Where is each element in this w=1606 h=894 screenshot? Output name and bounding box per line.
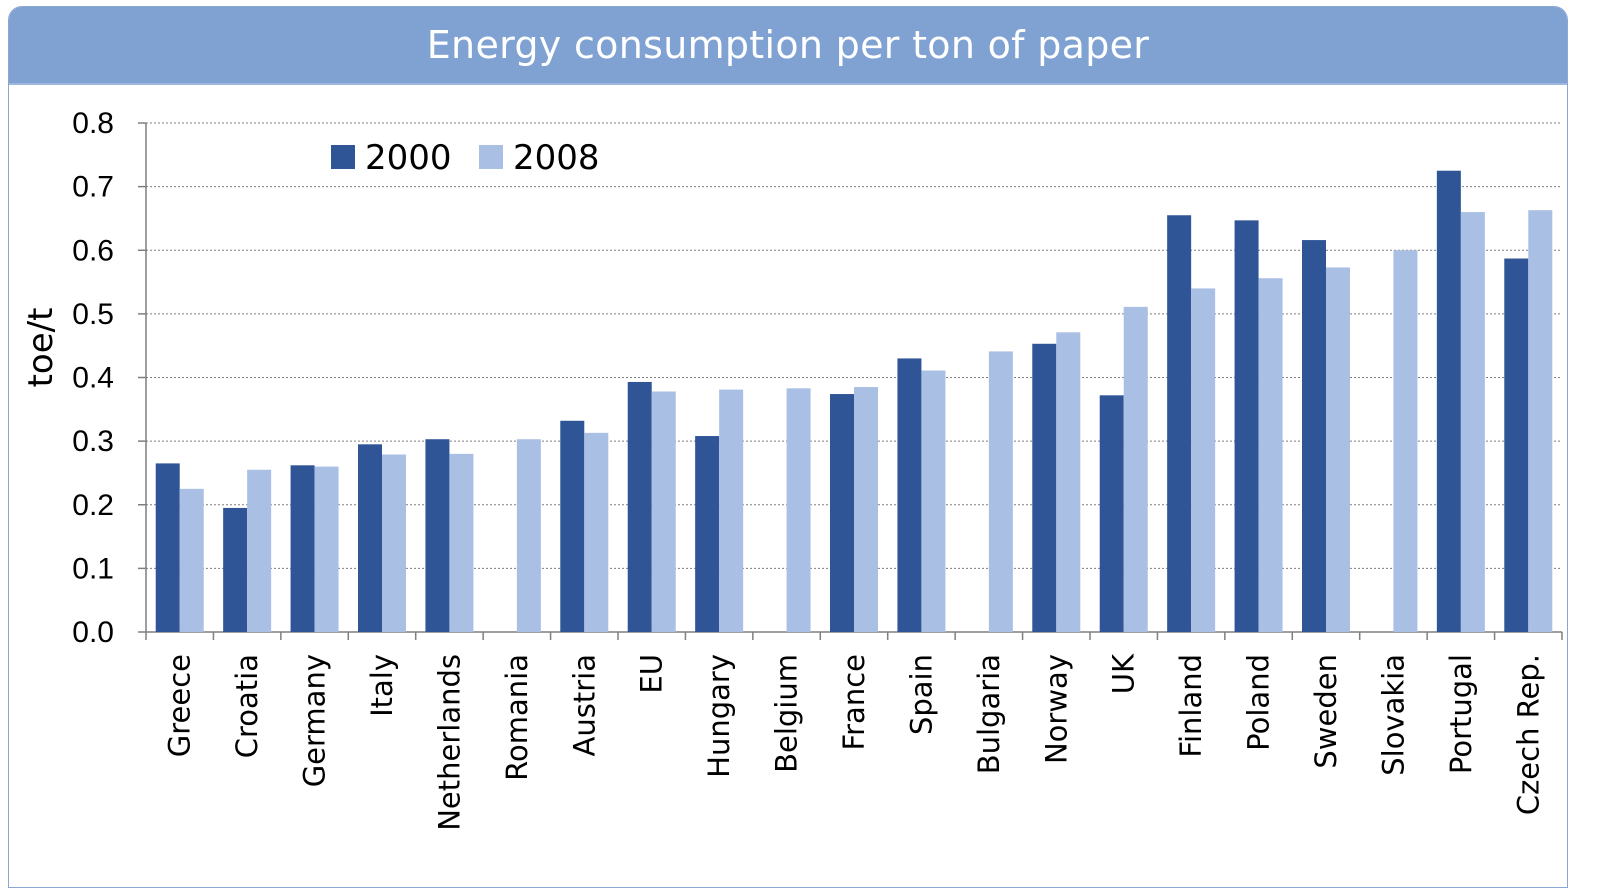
category-label: Finland bbox=[1174, 654, 1208, 758]
legend-label: 2008 bbox=[513, 138, 600, 178]
bar-2000 bbox=[830, 394, 854, 632]
y-axis-title: toe/t bbox=[21, 308, 61, 388]
bar-2000 bbox=[1504, 258, 1529, 632]
bar-2008 bbox=[314, 466, 339, 632]
bar-2008 bbox=[1393, 250, 1418, 632]
legend-label: 2000 bbox=[365, 138, 452, 178]
bar-2000 bbox=[1302, 240, 1326, 632]
y-tick-label: 0.0 bbox=[72, 616, 114, 649]
category-label: Spain bbox=[904, 654, 938, 735]
bar-2008 bbox=[854, 387, 878, 632]
bar-2000 bbox=[358, 444, 382, 632]
y-tick-label: 0.8 bbox=[72, 107, 114, 140]
y-tick-label: 0.5 bbox=[72, 298, 114, 331]
category-label: France bbox=[837, 654, 871, 750]
bar-2008 bbox=[584, 432, 609, 632]
y-tick-label: 0.4 bbox=[72, 362, 114, 395]
category-label: Norway bbox=[1039, 654, 1073, 764]
category-label: Italy bbox=[365, 654, 399, 717]
legend-swatch-2000 bbox=[331, 145, 355, 169]
category-label: Bulgaria bbox=[972, 654, 1006, 774]
category-label: Slovakia bbox=[1376, 654, 1410, 776]
bar-2000 bbox=[1167, 215, 1192, 632]
bar-2008 bbox=[786, 388, 811, 632]
bar-2008 bbox=[247, 469, 272, 632]
bar-2008 bbox=[449, 453, 474, 632]
bar-2008 bbox=[1460, 212, 1485, 632]
bar-2008 bbox=[651, 391, 676, 632]
bar-2008 bbox=[1528, 210, 1553, 632]
bar-2000 bbox=[560, 420, 585, 632]
category-label: Romania bbox=[500, 654, 534, 781]
y-tick-label: 0.7 bbox=[72, 171, 114, 204]
bar-2000 bbox=[223, 507, 248, 632]
bar-2000 bbox=[425, 439, 450, 632]
bar-2000 bbox=[1234, 220, 1259, 632]
category-label: Belgium bbox=[770, 654, 804, 773]
bar-2008 bbox=[1191, 288, 1216, 632]
bar-2000 bbox=[1032, 343, 1057, 632]
bar-2000 bbox=[155, 463, 180, 632]
bar-2000 bbox=[290, 465, 315, 632]
category-label: Portugal bbox=[1444, 654, 1478, 774]
bar-2000 bbox=[695, 436, 720, 632]
bar-2008 bbox=[382, 454, 406, 632]
bar-2008 bbox=[921, 370, 946, 632]
category-label: Czech Rep. bbox=[1511, 654, 1545, 815]
category-label: EU bbox=[635, 654, 669, 694]
bar-2008 bbox=[1258, 278, 1283, 632]
category-label: Poland bbox=[1242, 654, 1276, 751]
bar-2000 bbox=[1099, 395, 1124, 632]
y-tick-label: 0.2 bbox=[72, 489, 114, 522]
bar-2008 bbox=[1326, 267, 1350, 632]
bar-2008 bbox=[1056, 332, 1081, 632]
category-label: Sweden bbox=[1309, 654, 1343, 769]
y-tick-label: 0.3 bbox=[72, 425, 114, 458]
bar-2008 bbox=[1123, 306, 1148, 632]
y-tick-label: 0.6 bbox=[72, 234, 114, 267]
category-label: Hungary bbox=[702, 654, 736, 778]
bar-2000 bbox=[897, 358, 922, 632]
legend-swatch-2008 bbox=[479, 145, 503, 169]
bar-2008 bbox=[516, 439, 541, 632]
category-label: Netherlands bbox=[432, 654, 466, 831]
category-label: UK bbox=[1107, 653, 1141, 694]
bar-2008 bbox=[988, 351, 1013, 632]
title-bar: Energy consumption per ton of paper bbox=[9, 7, 1567, 85]
category-label: Croatia bbox=[230, 654, 264, 758]
bar-2008 bbox=[179, 488, 204, 632]
category-label: Greece bbox=[163, 654, 197, 757]
y-tick-label: 0.1 bbox=[72, 552, 114, 585]
category-label: Austria bbox=[567, 654, 601, 756]
chart-title: Energy consumption per ton of paper bbox=[426, 23, 1150, 67]
bar-2008 bbox=[719, 389, 744, 632]
category-label: Germany bbox=[298, 654, 332, 787]
bar-2000 bbox=[1436, 170, 1461, 632]
bar-2000 bbox=[627, 381, 652, 632]
